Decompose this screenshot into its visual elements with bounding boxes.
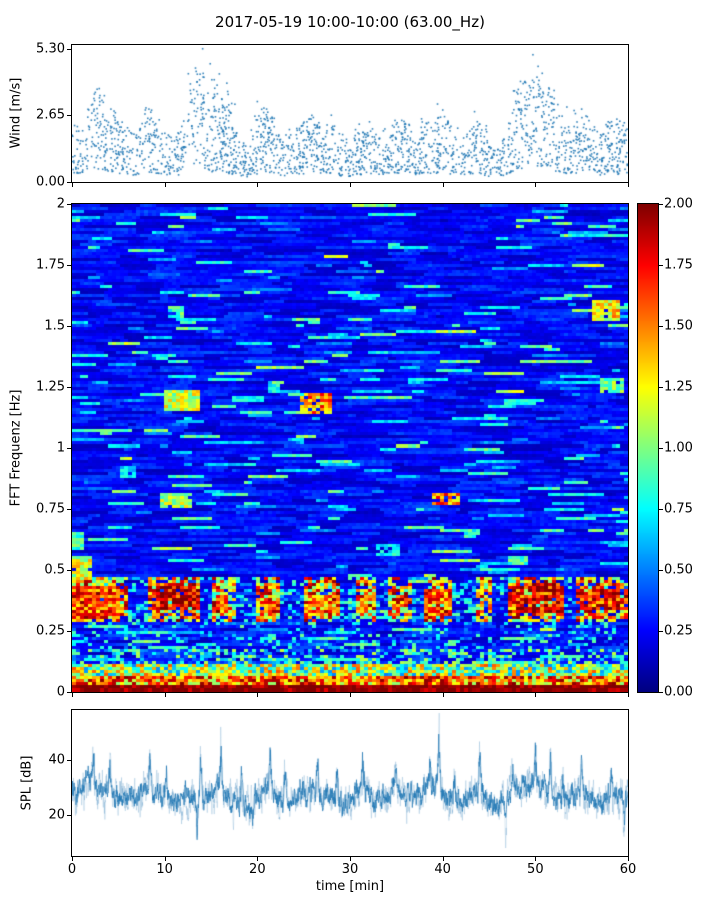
colorbar-tick-label: 2.00	[664, 196, 693, 212]
tick-mark	[628, 183, 629, 187]
y-tick-label: 1	[56, 440, 65, 456]
tick-mark	[72, 857, 73, 861]
tick-mark	[67, 692, 71, 693]
spectrogram-canvas	[72, 204, 628, 692]
tick-mark	[67, 570, 71, 571]
spectrogram-panel-frame	[71, 203, 629, 693]
time-xlabel: time [min]	[315, 879, 385, 894]
tick-mark	[443, 693, 444, 697]
fft-ylabel: FFT Frequenz [Hz]	[8, 389, 24, 507]
tick-mark	[659, 204, 663, 205]
y-tick-label: 20	[48, 807, 65, 823]
tick-mark	[165, 183, 166, 187]
tick-mark	[443, 183, 444, 187]
colorbar-canvas	[638, 204, 658, 692]
spl-panel-frame	[71, 709, 629, 857]
tick-mark	[659, 387, 663, 388]
tick-mark	[67, 182, 71, 183]
tick-mark	[659, 631, 663, 632]
colorbar-tick-label: 0.50	[664, 562, 693, 578]
tick-mark	[257, 693, 258, 697]
wind-canvas	[72, 45, 628, 182]
y-tick-label: 1.25	[36, 379, 65, 395]
tick-mark	[350, 183, 351, 187]
y-tick-label: 5.30	[36, 41, 65, 57]
tick-mark	[165, 693, 166, 697]
tick-mark	[72, 693, 73, 697]
x-tick-label: 10	[156, 862, 173, 877]
colorbar-tick-label: 1.25	[664, 379, 693, 395]
colorbar-frame	[637, 203, 659, 693]
tick-mark	[257, 857, 258, 861]
y-tick-label: 0.5	[44, 562, 65, 578]
tick-mark	[67, 387, 71, 388]
tick-mark	[72, 183, 73, 187]
wind-ylabel: Wind [m/s]	[8, 77, 24, 149]
y-tick-label: 2.65	[36, 107, 65, 123]
tick-mark	[67, 326, 71, 327]
y-tick-label: 0	[56, 684, 65, 700]
x-tick-label: 30	[341, 862, 359, 877]
tick-mark	[350, 693, 351, 697]
tick-mark	[165, 857, 166, 861]
spl-canvas	[72, 710, 628, 856]
x-tick-label: 40	[434, 862, 451, 877]
tick-mark	[67, 204, 71, 205]
y-tick-label: 1.5	[44, 318, 65, 334]
colorbar-tick-label: 0.00	[664, 684, 693, 700]
x-tick-label: 20	[249, 862, 266, 877]
tick-mark	[659, 326, 663, 327]
chart-title: 2017-05-19 10:00-10:00 (63.00_Hz)	[215, 13, 485, 31]
tick-mark	[350, 857, 351, 861]
tick-mark	[659, 509, 663, 510]
x-tick-label: 60	[619, 862, 637, 877]
y-tick-label: 2	[56, 196, 65, 212]
colorbar-tick-label: 0.75	[664, 501, 693, 517]
tick-mark	[257, 183, 258, 187]
tick-mark	[67, 509, 71, 510]
tick-mark	[67, 49, 71, 50]
colorbar-tick-label: 1.00	[664, 440, 693, 456]
tick-mark	[67, 448, 71, 449]
x-tick-label: 50	[527, 862, 544, 877]
tick-mark	[628, 693, 629, 697]
tick-mark	[67, 815, 71, 816]
tick-mark	[535, 183, 536, 187]
y-tick-label: 0.75	[36, 501, 65, 517]
colorbar-tick-label: 1.50	[664, 318, 693, 334]
x-tick-label: 0	[67, 862, 77, 877]
tick-mark	[659, 692, 663, 693]
tick-mark	[67, 760, 71, 761]
colorbar-tick-label: 0.25	[664, 623, 693, 639]
tick-mark	[67, 265, 71, 266]
tick-mark	[535, 857, 536, 861]
wind-panel-frame	[71, 44, 629, 183]
tick-mark	[443, 857, 444, 861]
y-tick-label: 0.25	[36, 623, 65, 639]
tick-mark	[67, 631, 71, 632]
colorbar-tick-label: 1.75	[664, 257, 693, 273]
y-tick-label: 1.75	[36, 257, 65, 273]
tick-mark	[659, 570, 663, 571]
tick-mark	[628, 857, 629, 861]
tick-mark	[67, 115, 71, 116]
y-tick-label: 40	[48, 752, 65, 768]
tick-mark	[659, 265, 663, 266]
tick-mark	[535, 693, 536, 697]
y-tick-label: 0.00	[36, 174, 65, 190]
tick-mark	[659, 448, 663, 449]
